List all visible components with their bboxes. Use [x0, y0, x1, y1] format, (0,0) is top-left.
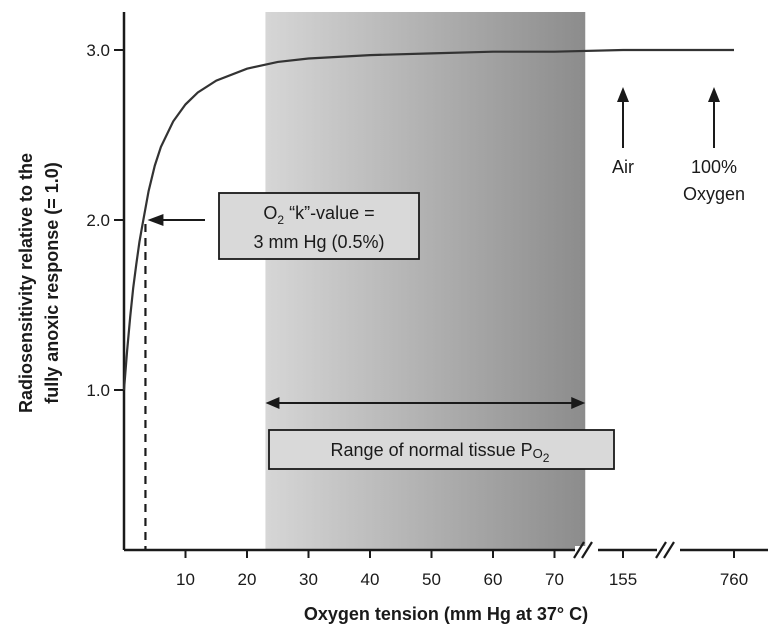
range-arrow-head-right [571, 397, 586, 409]
x-axis-breaks [573, 541, 680, 559]
k-value-label-line2: 3 mm Hg (0.5%) [253, 232, 384, 252]
y-tick-label: 3.0 [86, 41, 110, 60]
air-label: Air [612, 157, 634, 177]
x-tick-label: 10 [176, 570, 195, 589]
range-arrow-head-left [265, 397, 280, 409]
axis-break-mark [581, 541, 593, 559]
x-tick-label: 760 [720, 570, 748, 589]
x-tick-label: 70 [545, 570, 564, 589]
k-value-label-box [218, 192, 420, 260]
y-tick-label: 1.0 [86, 381, 110, 400]
oxygen-arrow-head [708, 87, 720, 102]
y-tick-label: 2.0 [86, 211, 110, 230]
x-tick-label: 40 [361, 570, 380, 589]
radiosensitivity-curve [122, 48, 734, 391]
air-arrow-head [617, 87, 629, 102]
axis-break-mark [663, 541, 675, 559]
y-axis-title-line1: Radiosensitivity relative to the [16, 153, 36, 413]
x-tick-label: 30 [299, 570, 318, 589]
x-tick-label: 20 [238, 570, 257, 589]
axis-break-mark [573, 541, 585, 559]
k-value-arrow-head [147, 214, 164, 226]
x-axis-ticks: 10 20 30 40 50 60 70 155 760 [176, 550, 748, 589]
x-axis-title: Oxygen tension (mm Hg at 37° C) [304, 604, 588, 624]
x-tick-label: 60 [484, 570, 503, 589]
oxygen-label-line1: 100% [691, 157, 737, 177]
oxygen-label-line2: Oxygen [683, 184, 745, 204]
range-label-box [268, 429, 615, 470]
k-value-label-line1: O2 “k”-value = [263, 203, 374, 227]
y-axis-title-line2: fully anoxic response (= 1.0) [42, 162, 62, 404]
x-tick-label: 155 [609, 570, 637, 589]
x-tick-label: 50 [422, 570, 441, 589]
y-axis-ticks: 1.0 2.0 3.0 [86, 41, 124, 400]
axis-break-mark [655, 541, 667, 559]
range-label: Range of normal tissue PO2 [331, 440, 550, 465]
